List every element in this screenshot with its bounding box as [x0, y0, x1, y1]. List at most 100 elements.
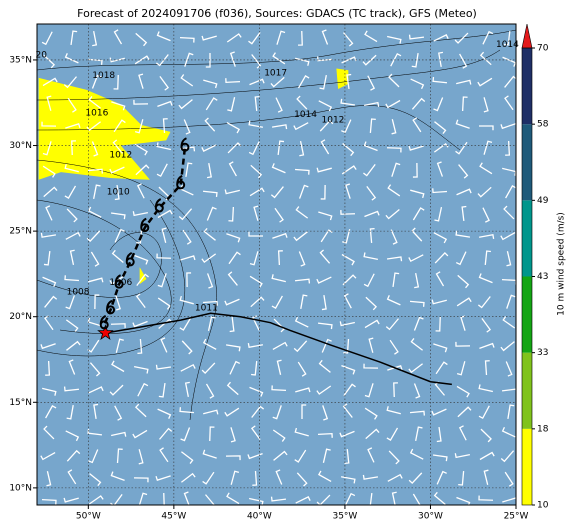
wind-barb — [435, 361, 448, 375]
wind-barb — [501, 426, 516, 438]
wind-barb — [157, 408, 172, 419]
wind-barb — [340, 98, 356, 106]
wind-barb — [64, 164, 79, 173]
wind-barb — [156, 31, 171, 42]
wind-barb — [137, 382, 149, 397]
wind-barb — [45, 205, 53, 221]
wind-barb — [138, 73, 144, 89]
wind-barb — [40, 232, 57, 238]
wind-barb — [89, 473, 102, 487]
wind-barb — [203, 79, 218, 89]
wind-barb — [432, 454, 448, 462]
wind-barb — [295, 387, 311, 393]
wind-barb — [111, 249, 124, 263]
wind-barb — [387, 473, 403, 482]
wind-barb — [500, 341, 515, 352]
wind-barb — [506, 251, 512, 267]
wind-barb — [433, 97, 444, 112]
wind-barb — [63, 497, 79, 503]
wind-barb — [138, 492, 148, 507]
wind-barb — [203, 227, 216, 241]
wind-barb — [366, 186, 377, 201]
wind-barb — [293, 231, 308, 242]
wind-barb — [433, 142, 449, 153]
contour-label: 1012 — [322, 115, 345, 125]
colorbar-segment — [522, 124, 532, 201]
contour-label: 1018 — [92, 71, 115, 81]
wind-barbs — [40, 29, 518, 509]
colorbar-segment — [522, 200, 532, 277]
wind-barb — [298, 251, 306, 267]
wind-barb — [320, 184, 326, 200]
wind-barb — [227, 97, 236, 112]
wind-barb — [477, 186, 492, 198]
wind-barb — [40, 452, 56, 461]
wind-barb — [155, 54, 169, 67]
wind-barb — [64, 275, 80, 282]
wind-barb — [363, 252, 378, 260]
storm-symbol — [154, 198, 164, 213]
wind-barb — [435, 316, 441, 332]
wind-barb — [276, 359, 282, 375]
wind-barb — [460, 315, 466, 331]
wind-barb — [362, 474, 379, 480]
wind-barb — [42, 387, 57, 396]
wind-barb — [157, 100, 173, 108]
wind-barb — [295, 57, 310, 66]
wind-barb — [455, 230, 471, 238]
colorbar-tick-label: 18 — [537, 424, 549, 434]
wind-barb — [478, 273, 493, 284]
wind-barb — [293, 340, 308, 353]
wind-barb — [158, 382, 166, 398]
wind-barb — [385, 209, 400, 220]
wind-barb — [365, 428, 380, 440]
wind-barb — [484, 360, 490, 376]
wind-barb — [317, 56, 333, 62]
wind-barb — [456, 188, 472, 196]
wind-barb — [155, 475, 171, 481]
isobar — [36, 159, 217, 421]
wind-barb — [87, 206, 102, 218]
wind-barb — [277, 140, 285, 156]
wind-barb — [500, 450, 515, 463]
wind-barb — [408, 472, 423, 485]
wind-barb — [179, 407, 195, 414]
wind-barb — [186, 272, 192, 288]
wind-barb — [224, 298, 240, 306]
wind-barb — [345, 183, 351, 199]
wind-barb — [411, 52, 419, 68]
wind-barb — [436, 426, 442, 443]
wind-barb — [364, 407, 378, 420]
contour-label: 1010 — [107, 187, 130, 197]
wind-barb — [159, 75, 170, 91]
wind-barb — [342, 274, 357, 286]
wind-barb — [179, 36, 195, 43]
wind-barb — [88, 386, 104, 394]
wind-barb — [343, 293, 352, 309]
wind-barb — [160, 492, 165, 508]
wind-barb — [415, 426, 423, 441]
wind-barb — [272, 232, 288, 239]
wind-barb — [201, 253, 217, 264]
wind-barb — [390, 52, 402, 67]
wind-barb — [482, 30, 494, 45]
wind-barb — [340, 476, 356, 484]
wind-barb — [387, 184, 401, 197]
wind-barb — [408, 34, 425, 40]
wind-barb — [43, 425, 55, 440]
wind-barb — [320, 139, 330, 155]
wind-barb — [250, 296, 265, 308]
wind-barb — [270, 76, 285, 88]
wind-barb — [156, 163, 168, 178]
wind-barb — [179, 146, 196, 152]
wind-barb — [341, 165, 357, 175]
wind-barb — [109, 166, 125, 174]
wind-barb — [409, 410, 425, 416]
wind-barb — [341, 253, 355, 266]
wind-barb — [272, 429, 286, 442]
wind-barb — [483, 97, 489, 113]
wind-barb — [409, 448, 424, 460]
wind-barb — [505, 140, 511, 156]
wind-barb — [42, 77, 58, 87]
wind-barb — [135, 32, 148, 47]
